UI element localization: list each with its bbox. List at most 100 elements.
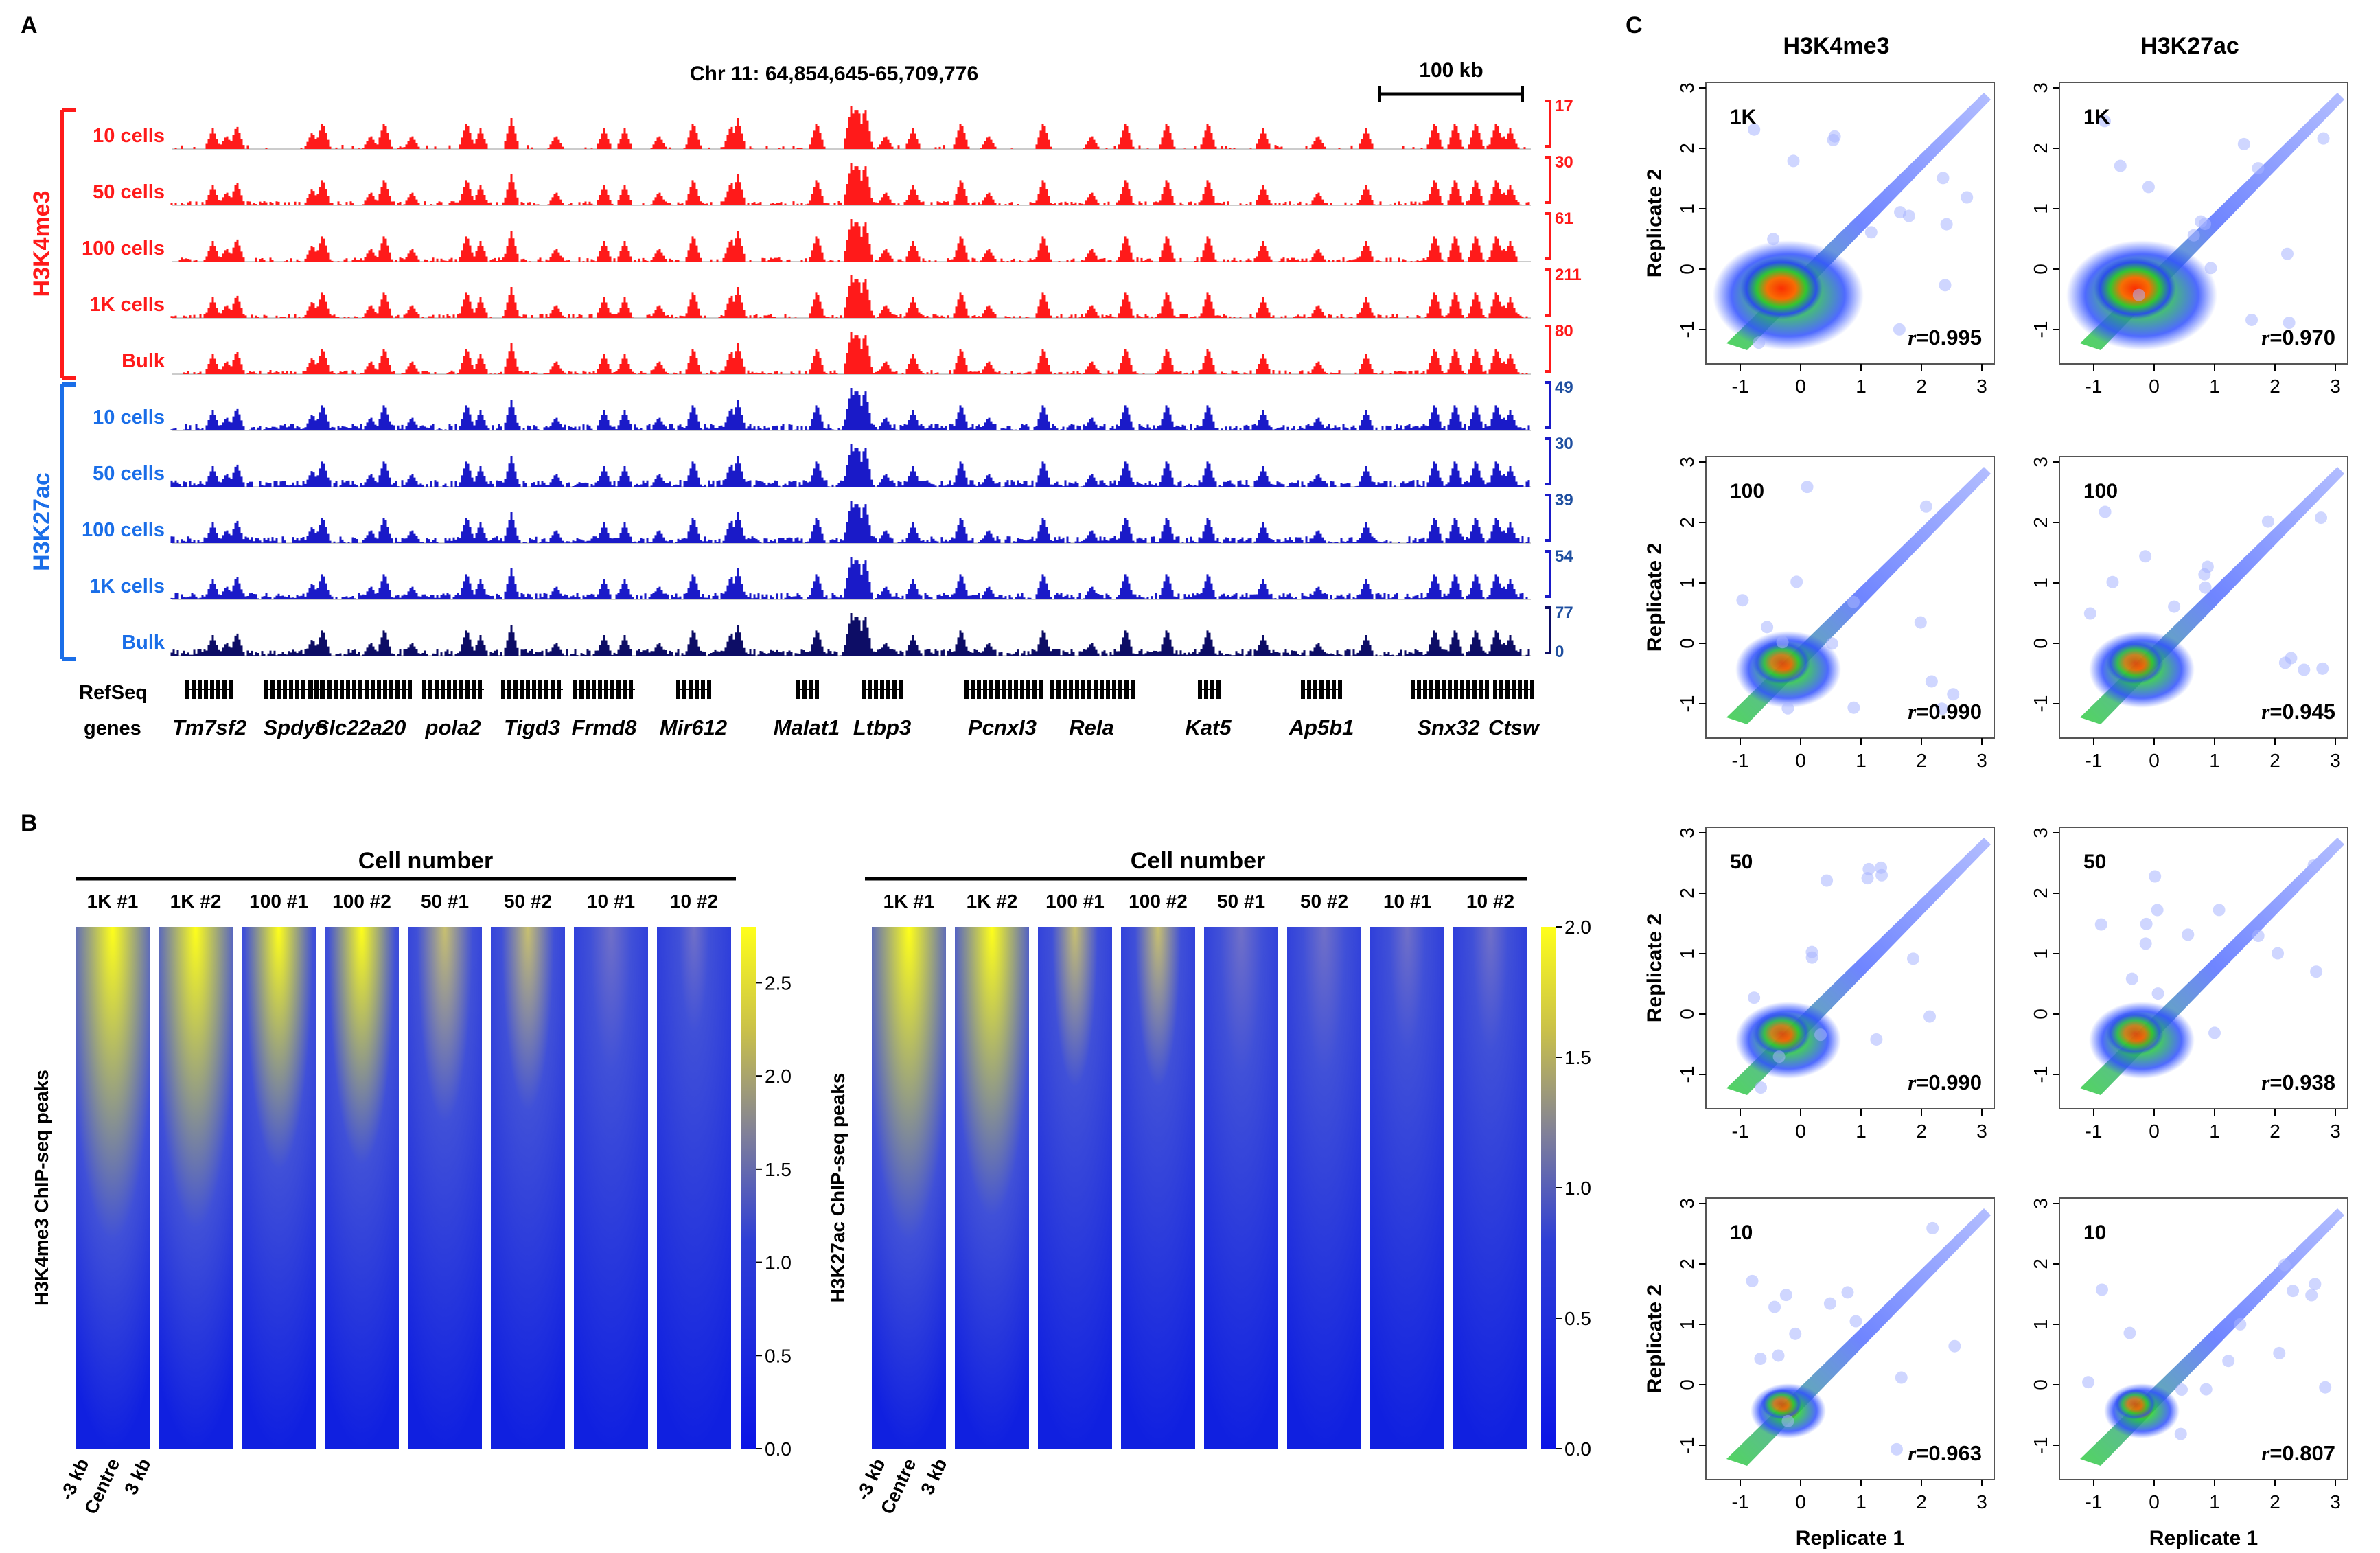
gene-exon — [1002, 680, 1006, 699]
scatter-r-value: r=0.990 — [1908, 700, 1982, 724]
scatter-ytick-label: 0 — [2030, 1379, 2051, 1390]
gene-exon — [277, 680, 281, 699]
gene-exon — [465, 680, 470, 699]
scatter-outlier — [1755, 1081, 1768, 1094]
heatmap-column — [1453, 927, 1527, 1449]
gene-exon — [301, 680, 305, 699]
scatter-xtick-label: 3 — [2330, 376, 2341, 397]
track-max: 77 — [1555, 603, 1573, 622]
colorbar-tick-label: 0.5 — [1564, 1308, 1591, 1329]
scatter-xtick-label: 0 — [1795, 1120, 1806, 1142]
scatter-plot: 50 r=0.938 -1 0 1 2 3 -1 0 1 2 3 — [2030, 827, 2348, 1142]
scatter-ytick-label: -1 — [1676, 1437, 1698, 1454]
scatter-density-core — [1740, 257, 1823, 319]
track-signal — [178, 219, 1518, 262]
heatmap-column-label: 100 #1 — [1045, 890, 1105, 912]
scatter-outlier — [1805, 951, 1818, 964]
gene-exon — [1524, 680, 1528, 699]
scatter-outlier — [2099, 505, 2112, 518]
gene-exon — [513, 680, 518, 699]
scatter-outlier — [1789, 1327, 1802, 1340]
scatter-outlier — [1781, 1414, 1794, 1427]
scatter-outlier — [2123, 1326, 2136, 1339]
gene-exon — [682, 680, 686, 699]
scatter-xtick-label: 2 — [2269, 376, 2280, 397]
scatter-panel-label: 10 — [1730, 1221, 1753, 1244]
scatter-outlier — [2307, 858, 2320, 871]
scatter-outlier — [1814, 1028, 1827, 1042]
scatter-outlier — [1748, 991, 1761, 1004]
scatter-plot: 100 r=0.945 -1 0 1 2 3 -1 0 1 2 3 — [2030, 456, 2348, 771]
scatter-r-value: r=0.938 — [2261, 1070, 2335, 1094]
gene-exon — [604, 680, 608, 699]
scatter-outlier — [2305, 1289, 2318, 1302]
scatter-outlier — [2283, 317, 2296, 330]
scatter-ytick-label: 3 — [2030, 827, 2051, 838]
heatmap-column — [872, 927, 946, 1449]
gene-name: Ltbp3 — [853, 715, 911, 739]
scatter-outlier — [2315, 511, 2328, 525]
scatter-xtick-label: 0 — [1795, 376, 1806, 397]
track-scale-bracket — [1545, 550, 1551, 598]
gene-exon — [1014, 680, 1018, 699]
scatter-ytick-label: 1 — [2030, 577, 2051, 588]
gene-exon — [478, 680, 482, 699]
heatmap-column — [1204, 927, 1278, 1449]
scatter-outlier — [1736, 594, 1749, 607]
scatter-outlier — [1893, 323, 1906, 336]
scatter-outlier — [1937, 172, 1950, 185]
gene-exon — [1512, 680, 1516, 699]
heatmap-colorbar — [741, 927, 756, 1449]
gene-exon — [1460, 680, 1464, 699]
panel-b-label: B — [21, 810, 38, 836]
gene-exon — [977, 680, 981, 699]
track-signal — [174, 106, 1526, 149]
gene-exon — [295, 680, 299, 699]
gene-name: Kat5 — [1185, 715, 1232, 739]
gene-exon — [334, 680, 338, 699]
heatmap-column — [1038, 927, 1112, 1449]
track-max: 61 — [1555, 209, 1573, 228]
scatter-ytick-label: 3 — [1676, 457, 1698, 468]
gene-exon — [592, 680, 596, 699]
track-max: 17 — [1555, 97, 1573, 115]
gene-exon — [1313, 680, 1317, 699]
scatter-r-value: r=0.995 — [1908, 325, 1982, 349]
scatter-xtick-label: 2 — [2269, 1120, 2280, 1142]
r-value: =0.990 — [1916, 700, 1982, 724]
scatter-outlier — [1772, 1050, 1786, 1063]
track-scale-bracket — [1545, 381, 1551, 429]
scatter-outlier — [1947, 688, 1960, 701]
track-label: 10 cells — [93, 406, 165, 428]
scatter-xtick-label: 3 — [2330, 1491, 2341, 1512]
gene-exon — [507, 680, 511, 699]
scatter-ytick-label: 1 — [2030, 948, 2051, 959]
scatter-xtick-label: -1 — [2086, 376, 2103, 397]
heatmap-column — [657, 927, 731, 1449]
scatter-xtick-label: 0 — [1795, 750, 1806, 771]
scatter-ytick-label: 0 — [2030, 638, 2051, 649]
colorbar-tick-label: 1.0 — [765, 1252, 792, 1274]
scatter-ytick-label: 2 — [2030, 517, 2051, 528]
track-label: 50 cells — [93, 463, 165, 485]
scatter-outlier — [1923, 1010, 1937, 1023]
scatter-outlier — [1861, 872, 1874, 885]
gene-exon — [501, 680, 505, 699]
scatter-outlier — [1801, 481, 1814, 494]
scatter-outlier — [2213, 904, 2226, 917]
scatter-outlier — [2237, 137, 2250, 150]
gene-exon — [371, 680, 375, 699]
gene-exon — [1081, 680, 1085, 699]
colorbar-tick-label: 1.5 — [1564, 1047, 1591, 1068]
scatter-outlier — [2273, 1346, 2286, 1359]
heatmap-column-label: 10 #1 — [587, 890, 635, 912]
scatter-ytick-label: 2 — [2030, 143, 2051, 154]
scatter-xtick-label: 2 — [1916, 1491, 1927, 1512]
gene-exon — [983, 680, 987, 699]
scatter-xtick-label: 1 — [1856, 750, 1867, 771]
r-value: =0.963 — [1916, 1441, 1982, 1465]
gene-exon — [802, 680, 807, 699]
track-signal — [170, 444, 1530, 487]
scatter-outlier — [2142, 181, 2155, 194]
track-max: 54 — [1555, 547, 1573, 566]
